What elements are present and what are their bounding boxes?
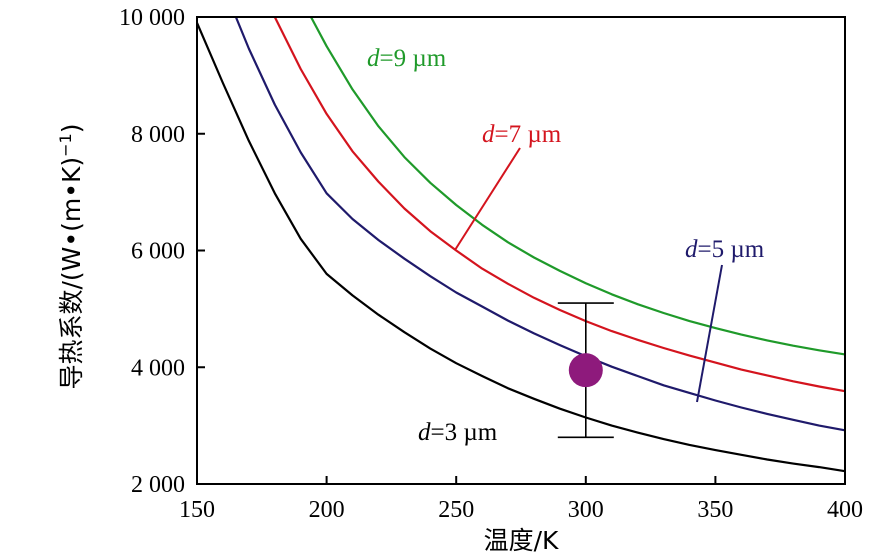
y-tick-label: 8 000: [131, 122, 185, 148]
x-tick-label: 250: [438, 497, 474, 523]
y-tick-label: 2 000: [131, 472, 185, 498]
series-label-d3: d=3 µm: [418, 419, 498, 446]
y-tick-label: 4 000: [131, 355, 185, 381]
x-tick-label: 150: [179, 497, 215, 523]
series-label-value: =5 µm: [698, 236, 765, 263]
x-tick-label: 200: [309, 497, 345, 523]
y-axis-label-main: 导热系数/(W•(m•K): [57, 157, 86, 390]
series-label-value: =7 µm: [495, 121, 562, 148]
curve-d5: [234, 16, 846, 432]
label-leader-lines: [454, 147, 723, 403]
axis-ticks: 150 200 250 300 350 400 2 000 4 000 6 000 8 000 10…: [119, 5, 863, 523]
curve-d3: [195, 22, 846, 473]
y-tick-label: 10 000: [119, 5, 185, 31]
series-label-var: d: [685, 236, 698, 263]
curve-d7: [273, 16, 846, 393]
x-tick-label: 350: [697, 497, 733, 523]
x-tick-label: 300: [568, 497, 604, 523]
series-label-value: =9 µm: [380, 45, 447, 72]
x-axis-label: 温度/K: [484, 526, 559, 555]
leader-line-d5: [696, 264, 723, 403]
x-tick-label: 400: [827, 497, 863, 523]
measurement-marker: [557, 302, 614, 439]
curve-d9: [310, 16, 846, 356]
y-axis-label-close: ): [57, 123, 86, 133]
series-label-value: =3 µm: [431, 419, 498, 446]
leader-line-d7: [454, 147, 521, 251]
series-label-var: d: [367, 45, 380, 72]
y-axis-label-exponent: −1: [56, 133, 75, 157]
series-label-d9: d=9 µm: [367, 45, 447, 72]
series-label-d5: d=5 µm: [685, 236, 765, 263]
series-label-var: d: [482, 121, 495, 148]
series-label-var: d: [418, 419, 431, 446]
series-curves: [195, 16, 846, 473]
y-tick-label: 6 000: [131, 239, 185, 265]
y-axis-label: 导热系数/(W•(m•K)−1): [56, 123, 86, 389]
series-label-d7: d=7 µm: [482, 121, 562, 148]
measurement-point: [568, 353, 603, 388]
